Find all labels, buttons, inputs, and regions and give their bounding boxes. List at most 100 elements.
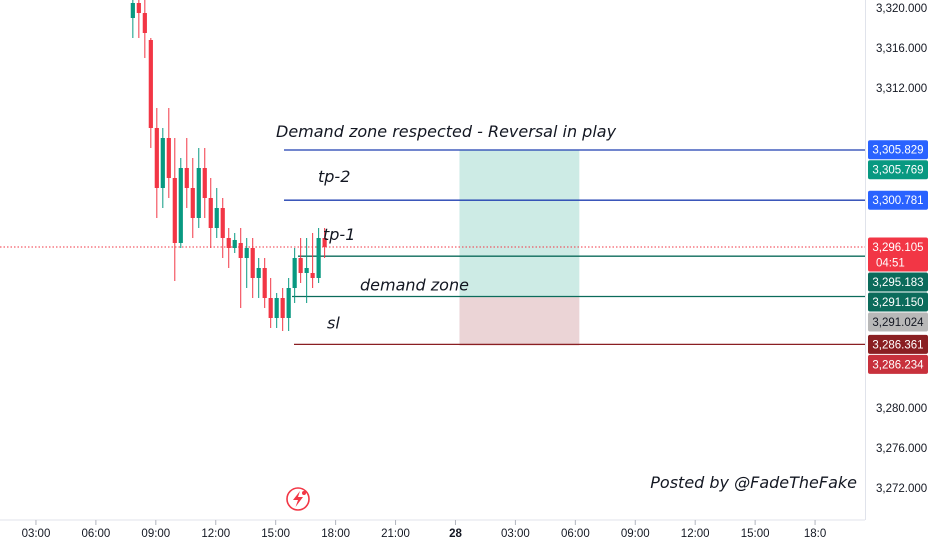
candle-body [256,268,261,278]
annotation-posted-by: Posted by @FadeTheFake [650,473,857,492]
candle [148,38,153,148]
candle [202,148,207,218]
candle-body [166,138,171,178]
candle [322,228,327,258]
candle [316,228,321,283]
price-tag-bg [868,312,928,332]
x-tick-label: 15:00 [261,528,290,540]
y-tick-label: 3,272.000 [876,483,927,495]
candle [256,258,261,298]
candle [280,288,285,331]
price-tag-label: 3,300.781 [872,195,923,207]
annotation-tp1[interactable]: tp-1 [323,225,355,244]
candle [214,188,219,238]
y-tick-label: 3,316.000 [876,43,927,55]
price-tag-label: 3,305.769 [872,165,923,177]
annotation-sl[interactable]: sl [327,313,340,332]
price-tag: 3,305.829 [868,140,928,160]
candle-body [196,168,201,218]
candle-body [178,168,183,243]
candle-body [142,13,147,33]
candle [136,0,141,38]
x-tick-label: 09:00 [621,528,650,540]
candle-body [220,208,225,238]
candle [142,0,147,58]
price-tag-bg [868,354,928,374]
annotation-demand-zone[interactable]: demand zone [360,276,469,295]
candle [196,148,201,228]
price-tags: 3,305.829 3,305.769 3,300.781 3,296.105 04:5… [868,140,928,374]
y-tick-label: 3,312.000 [876,83,927,95]
price-tag-label: 3,295.183 [872,277,923,289]
loss-zone [459,297,580,346]
price-tag: 3,286.234 [868,354,928,374]
x-tick-label: 12:00 [201,528,230,540]
candle [238,228,243,308]
annotation-tp2[interactable]: tp-2 [318,167,350,186]
price-tag: 3,300.781 [868,190,928,210]
x-tick-label: 21:00 [381,528,410,540]
price-tag-bg [868,292,928,312]
price-tag-label: 3,286.234 [872,359,924,371]
candle [262,258,267,308]
position-zones [459,150,580,346]
annotations: Demand zone respected - Reversal in play… [276,122,857,492]
candle [232,233,237,253]
candle-body [160,138,165,188]
candle [244,238,249,288]
candle [208,178,213,248]
x-tick-label: 06:00 [81,528,110,540]
candle-body [202,168,207,198]
candle [178,158,183,248]
candle [160,128,165,208]
lightning-bolt-icon[interactable] [286,487,310,511]
candle-body [154,128,159,188]
candle-body [190,188,195,218]
price-tag: 3,305.769 [868,160,928,180]
candle [130,0,135,38]
profit-zone [459,150,580,297]
price-tag: 3,291.024 [868,312,928,332]
x-tick-label: 09:00 [141,528,170,540]
price-tag-bg [868,190,928,210]
price-tag-label: 3,305.829 [872,145,923,157]
candle-body [292,258,297,288]
candle-body [262,268,267,298]
price-tag-bg [868,237,928,272]
x-axis[interactable]: 03:00 06:00 09:00 12:00 15:00 18:00 21:00 28 03:… [0,519,865,540]
price-tag-label: 3,291.150 [872,297,923,309]
candle-body [298,258,303,273]
y-tick-label: 3,280.000 [876,403,927,415]
candle [166,108,171,198]
candle-body [322,238,327,247]
price-tag: 3,286.361 [868,334,928,354]
price-tag-label: 3,296.105 [872,242,923,254]
x-tick-label: 28 [449,528,462,540]
candle [268,278,273,328]
candle-body [226,238,231,248]
candle-body [136,3,141,13]
candle-body [244,248,249,258]
x-tick-label: 03:00 [22,528,51,540]
price-tag-bg [868,334,928,354]
price-tag-bg [868,160,928,180]
candle [154,108,159,218]
candle [274,293,279,328]
price-tag: 3,296.105 04:51 [868,237,928,272]
price-tag-countdown: 04:51 [876,257,905,269]
candle [298,238,303,283]
candle [310,233,315,288]
candle [220,198,225,258]
candle [292,248,297,303]
candle-body [286,288,291,318]
candle-body [238,243,243,258]
candle-body [184,168,189,188]
annotation-title[interactable]: Demand zone respected - Reversal in play [276,122,617,141]
candle-body [268,298,273,318]
price-tag: 3,291.150 [868,292,928,312]
x-tick-label: 03:00 [501,528,530,540]
candle [286,278,291,331]
candle-body [316,238,321,278]
